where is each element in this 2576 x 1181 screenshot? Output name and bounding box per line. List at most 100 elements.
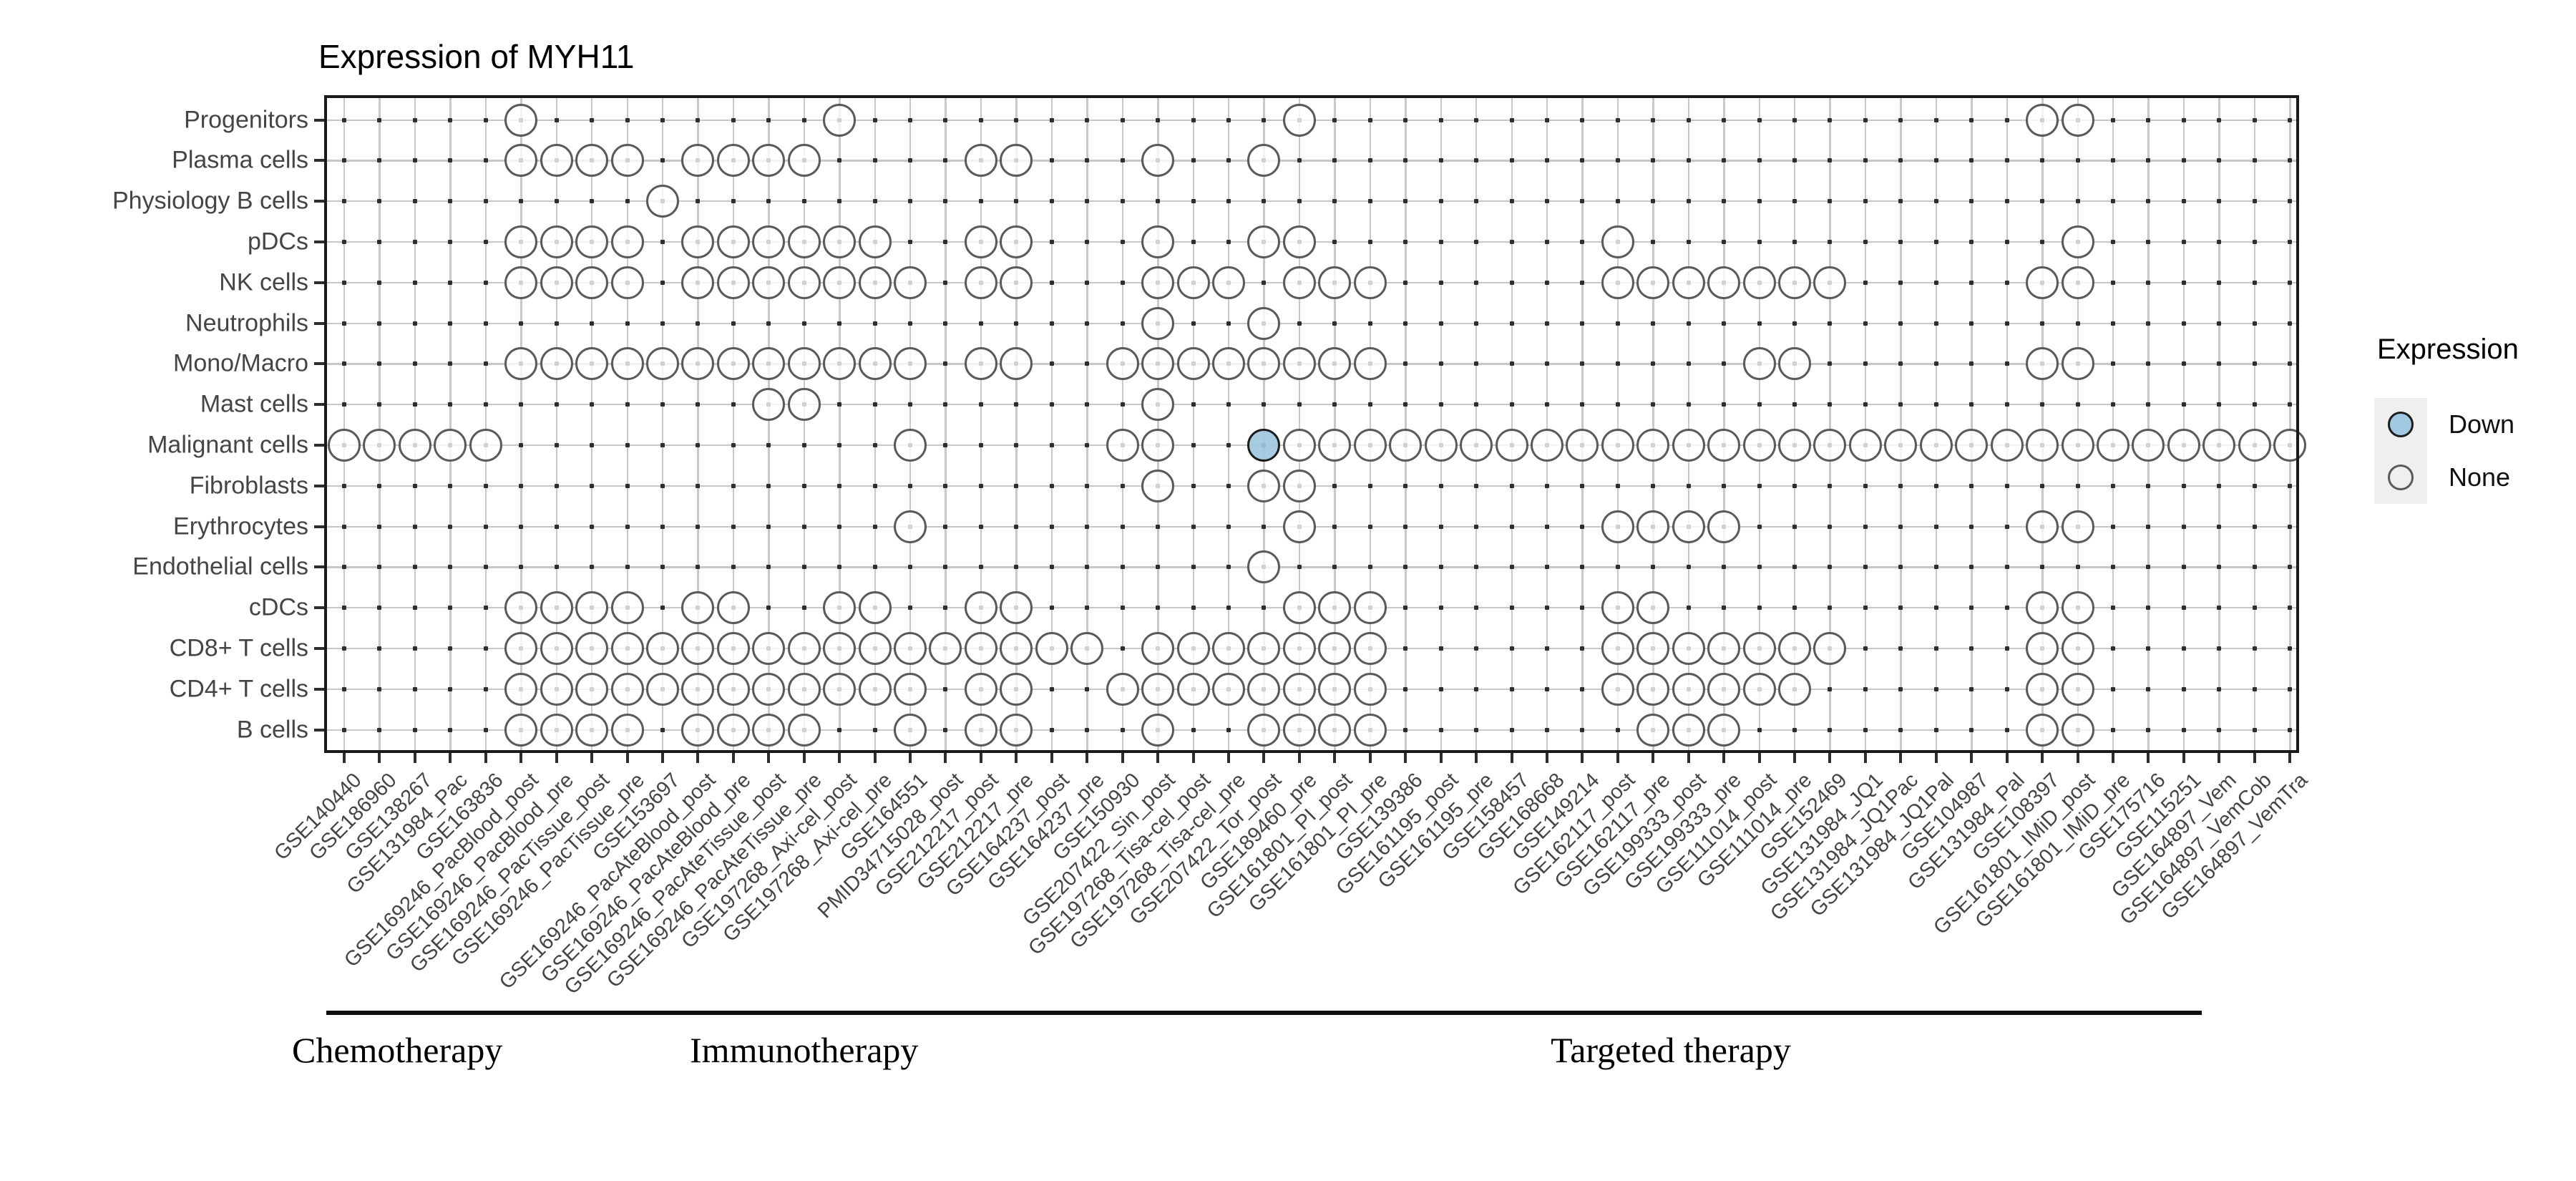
- data-point-none: [610, 591, 644, 625]
- grid-intersection-dot: [448, 646, 453, 651]
- grid-intersection-dot: [412, 565, 417, 570]
- grid-intersection-dot: [1085, 524, 1090, 529]
- y-tick: [314, 565, 324, 569]
- y-axis-label: Fibroblasts: [189, 472, 308, 500]
- grid-intersection-dot: [1226, 239, 1231, 244]
- y-tick: [314, 728, 324, 732]
- grid-intersection-dot: [1049, 321, 1054, 326]
- grid-intersection-dot: [1509, 565, 1514, 570]
- grid-intersection-dot: [1403, 727, 1408, 732]
- grid-intersection-dot: [2181, 565, 2186, 570]
- grid-intersection-dot: [1085, 402, 1090, 407]
- grid-intersection-dot: [766, 117, 771, 122]
- grid-intersection-dot: [625, 402, 630, 407]
- grid-intersection-dot: [1898, 565, 1903, 570]
- grid-intersection-dot: [448, 686, 453, 691]
- grid-intersection-dot: [1438, 280, 1443, 285]
- grid-intersection-dot: [2288, 727, 2293, 732]
- grid-intersection-dot: [1580, 646, 1585, 651]
- data-point-none: [1318, 428, 1352, 462]
- grid-intersection-dot: [519, 199, 524, 204]
- data-point-none: [540, 266, 573, 299]
- grid-intersection-dot: [801, 524, 806, 529]
- data-point-none: [1601, 510, 1634, 543]
- grid-intersection-dot: [1191, 606, 1196, 611]
- grid-intersection-dot: [519, 483, 524, 488]
- x-tick: [1333, 753, 1337, 763]
- y-axis-label: Plasma cells: [172, 146, 308, 174]
- data-point-none: [1282, 428, 1316, 462]
- x-tick: [555, 753, 558, 763]
- data-point-none: [823, 347, 857, 381]
- grid-intersection-dot: [1226, 727, 1231, 732]
- grid-intersection-dot: [978, 199, 983, 204]
- grid-intersection-dot: [660, 442, 665, 447]
- grid-intersection-dot: [978, 483, 983, 488]
- data-point-none: [894, 347, 927, 381]
- grid-intersection-dot: [1969, 483, 1974, 488]
- grid-intersection-dot: [1049, 565, 1054, 570]
- grid-intersection-dot: [2252, 239, 2257, 244]
- grid-intersection-dot: [1828, 239, 1833, 244]
- data-point-none: [610, 266, 644, 299]
- v-gridline: [379, 95, 381, 753]
- grid-intersection-dot: [1792, 606, 1797, 611]
- data-point-none: [858, 591, 892, 625]
- data-point-none: [1000, 631, 1033, 665]
- grid-intersection-dot: [1792, 117, 1797, 122]
- grid-intersection-dot: [872, 727, 877, 732]
- grid-intersection-dot: [1332, 402, 1337, 407]
- grid-intersection-dot: [978, 442, 983, 447]
- grid-intersection-dot: [2146, 686, 2151, 691]
- grid-intersection-dot: [1651, 321, 1656, 326]
- data-point-none: [1424, 428, 1458, 462]
- data-point-none: [894, 266, 927, 299]
- data-point-none: [681, 672, 715, 706]
- data-point-none: [1636, 713, 1670, 747]
- x-tick: [1545, 753, 1548, 763]
- grid-intersection-dot: [2181, 483, 2186, 488]
- grid-intersection-dot: [731, 402, 736, 407]
- grid-intersection-dot: [1191, 402, 1196, 407]
- data-point-none: [1318, 266, 1352, 299]
- data-point-none: [1247, 306, 1281, 340]
- grid-intersection-dot: [412, 199, 417, 204]
- data-point-none: [858, 225, 892, 258]
- grid-intersection-dot: [519, 524, 524, 529]
- data-point-none: [2061, 510, 2094, 543]
- data-point-none: [645, 631, 679, 665]
- grid-intersection-dot: [908, 606, 913, 611]
- grid-intersection-dot: [483, 565, 488, 570]
- grid-intersection-dot: [943, 524, 948, 529]
- grid-intersection-dot: [660, 402, 665, 407]
- data-point-none: [1176, 672, 1210, 706]
- grid-intersection-dot: [731, 321, 736, 326]
- grid-intersection-dot: [2040, 158, 2045, 163]
- v-gridline: [591, 95, 593, 753]
- grid-intersection-dot: [342, 524, 346, 529]
- grid-intersection-dot: [872, 524, 877, 529]
- data-point-none: [575, 591, 609, 625]
- grid-intersection-dot: [1014, 442, 1019, 447]
- grid-intersection-dot: [483, 239, 488, 244]
- data-point-none: [1141, 225, 1175, 258]
- grid-intersection-dot: [448, 727, 453, 732]
- y-axis-label: Mono/Macro: [173, 349, 308, 377]
- grid-intersection-dot: [1509, 606, 1514, 611]
- grid-intersection-dot: [483, 646, 488, 651]
- grid-intersection-dot: [483, 606, 488, 611]
- grid-intersection-dot: [625, 565, 630, 570]
- grid-intersection-dot: [1049, 686, 1054, 691]
- data-point-none: [540, 347, 573, 381]
- grid-intersection-dot: [660, 321, 665, 326]
- y-axis-label: Malignant cells: [147, 431, 308, 459]
- data-point-none: [1495, 428, 1528, 462]
- data-point-none: [610, 631, 644, 665]
- data-point-none: [1141, 672, 1175, 706]
- grid-intersection-dot: [1933, 158, 1938, 163]
- grid-intersection-dot: [1651, 565, 1656, 570]
- x-tick: [1227, 753, 1230, 763]
- grid-intersection-dot: [943, 280, 948, 285]
- grid-intersection-dot: [448, 199, 453, 204]
- grid-intersection-dot: [1969, 361, 1974, 366]
